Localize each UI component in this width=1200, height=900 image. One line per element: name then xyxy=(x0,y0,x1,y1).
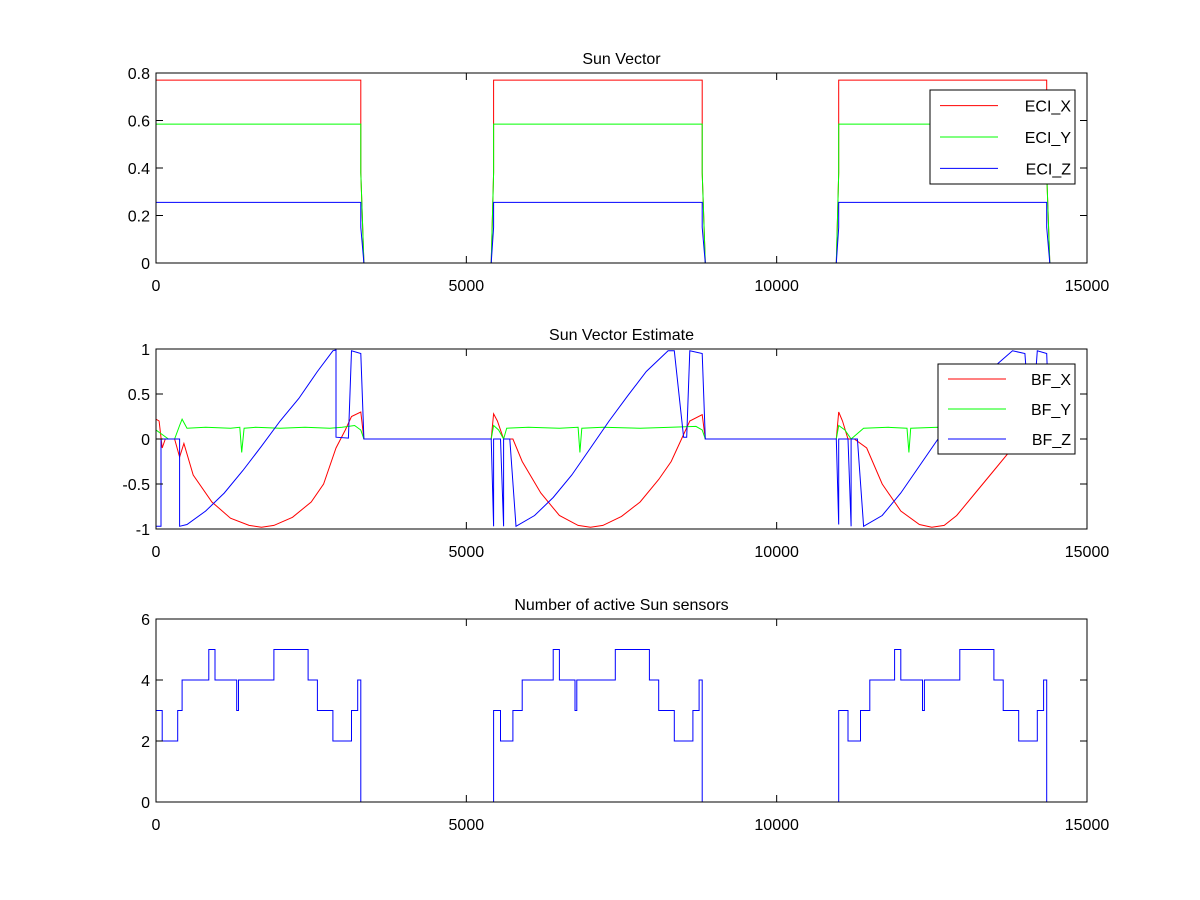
x-tick-label: 15000 xyxy=(1065,278,1110,295)
series-line-active-sensors xyxy=(156,649,1048,803)
y-tick-label: 0 xyxy=(141,795,150,812)
series-line-eci-z xyxy=(156,201,1051,264)
series-group xyxy=(156,649,1048,803)
legend-label: BF_Z xyxy=(1032,432,1071,449)
y-tick-label: 4 xyxy=(141,673,150,690)
x-tick-label: 15000 xyxy=(1065,817,1110,834)
x-tick-label: 10000 xyxy=(754,544,799,561)
legend-label: BF_Y xyxy=(1031,402,1071,419)
x-tick-label: 0 xyxy=(152,278,161,295)
x-tick-label: 5000 xyxy=(449,278,485,295)
y-tick-label: -0.5 xyxy=(122,477,150,494)
x-tick-label: 5000 xyxy=(449,544,485,561)
y-tick-label: 6 xyxy=(141,612,150,629)
legend-label: ECI_X xyxy=(1025,99,1072,116)
chart-panel-2: 0 5000 10000 15000 -1 -0.5 0 0.5 1 Sun Vector Est… xyxy=(122,327,1109,561)
x-tick-label: 10000 xyxy=(754,817,799,834)
y-tick-label: 0.8 xyxy=(128,66,150,83)
y-tick-label: 2 xyxy=(141,734,150,751)
series-line-bf-x xyxy=(156,406,1051,528)
y-tick-label: 1 xyxy=(141,342,150,359)
legend-label: BF_X xyxy=(1031,372,1071,389)
x-tick-label: 10000 xyxy=(754,278,799,295)
y-tick-label: 0.4 xyxy=(128,161,150,178)
legend: ECI_X ECI_Y ECI_Z xyxy=(929,89,1076,185)
y-tick-label: 0 xyxy=(141,256,150,273)
x-tick-label: 5000 xyxy=(449,817,485,834)
x-tick-label: 0 xyxy=(152,544,161,561)
y-tick-label: 0.6 xyxy=(128,114,150,131)
series-line-bf-z xyxy=(156,349,1051,528)
x-tick-label: 0 xyxy=(152,817,161,834)
y-tick-label: -1 xyxy=(136,522,150,539)
series-line-bf-y xyxy=(156,418,1051,453)
chart-panel-3: 0 5000 10000 15000 0 2 4 6 Number of active Sun … xyxy=(141,597,1109,834)
axes-box xyxy=(155,618,1088,803)
chart-title: Sun Vector xyxy=(582,51,661,68)
chart-title: Sun Vector Estimate xyxy=(549,327,694,344)
legend: BF_X BF_Y BF_Z xyxy=(937,363,1076,455)
chart-title: Number of active Sun sensors xyxy=(514,597,728,614)
legend-label: ECI_Y xyxy=(1025,130,1072,147)
y-tick-label: 0 xyxy=(141,432,150,449)
legend-label: ECI_Z xyxy=(1026,161,1072,178)
y-tick-label: 0.5 xyxy=(128,387,150,404)
y-tick-label: 0.2 xyxy=(128,209,150,226)
x-tick-label: 15000 xyxy=(1065,544,1110,561)
series-group xyxy=(156,349,1051,528)
chart-panel-1: 0 5000 10000 15000 0 0.2 0.4 0.6 0.8 Sun Vector EC… xyxy=(128,51,1110,295)
